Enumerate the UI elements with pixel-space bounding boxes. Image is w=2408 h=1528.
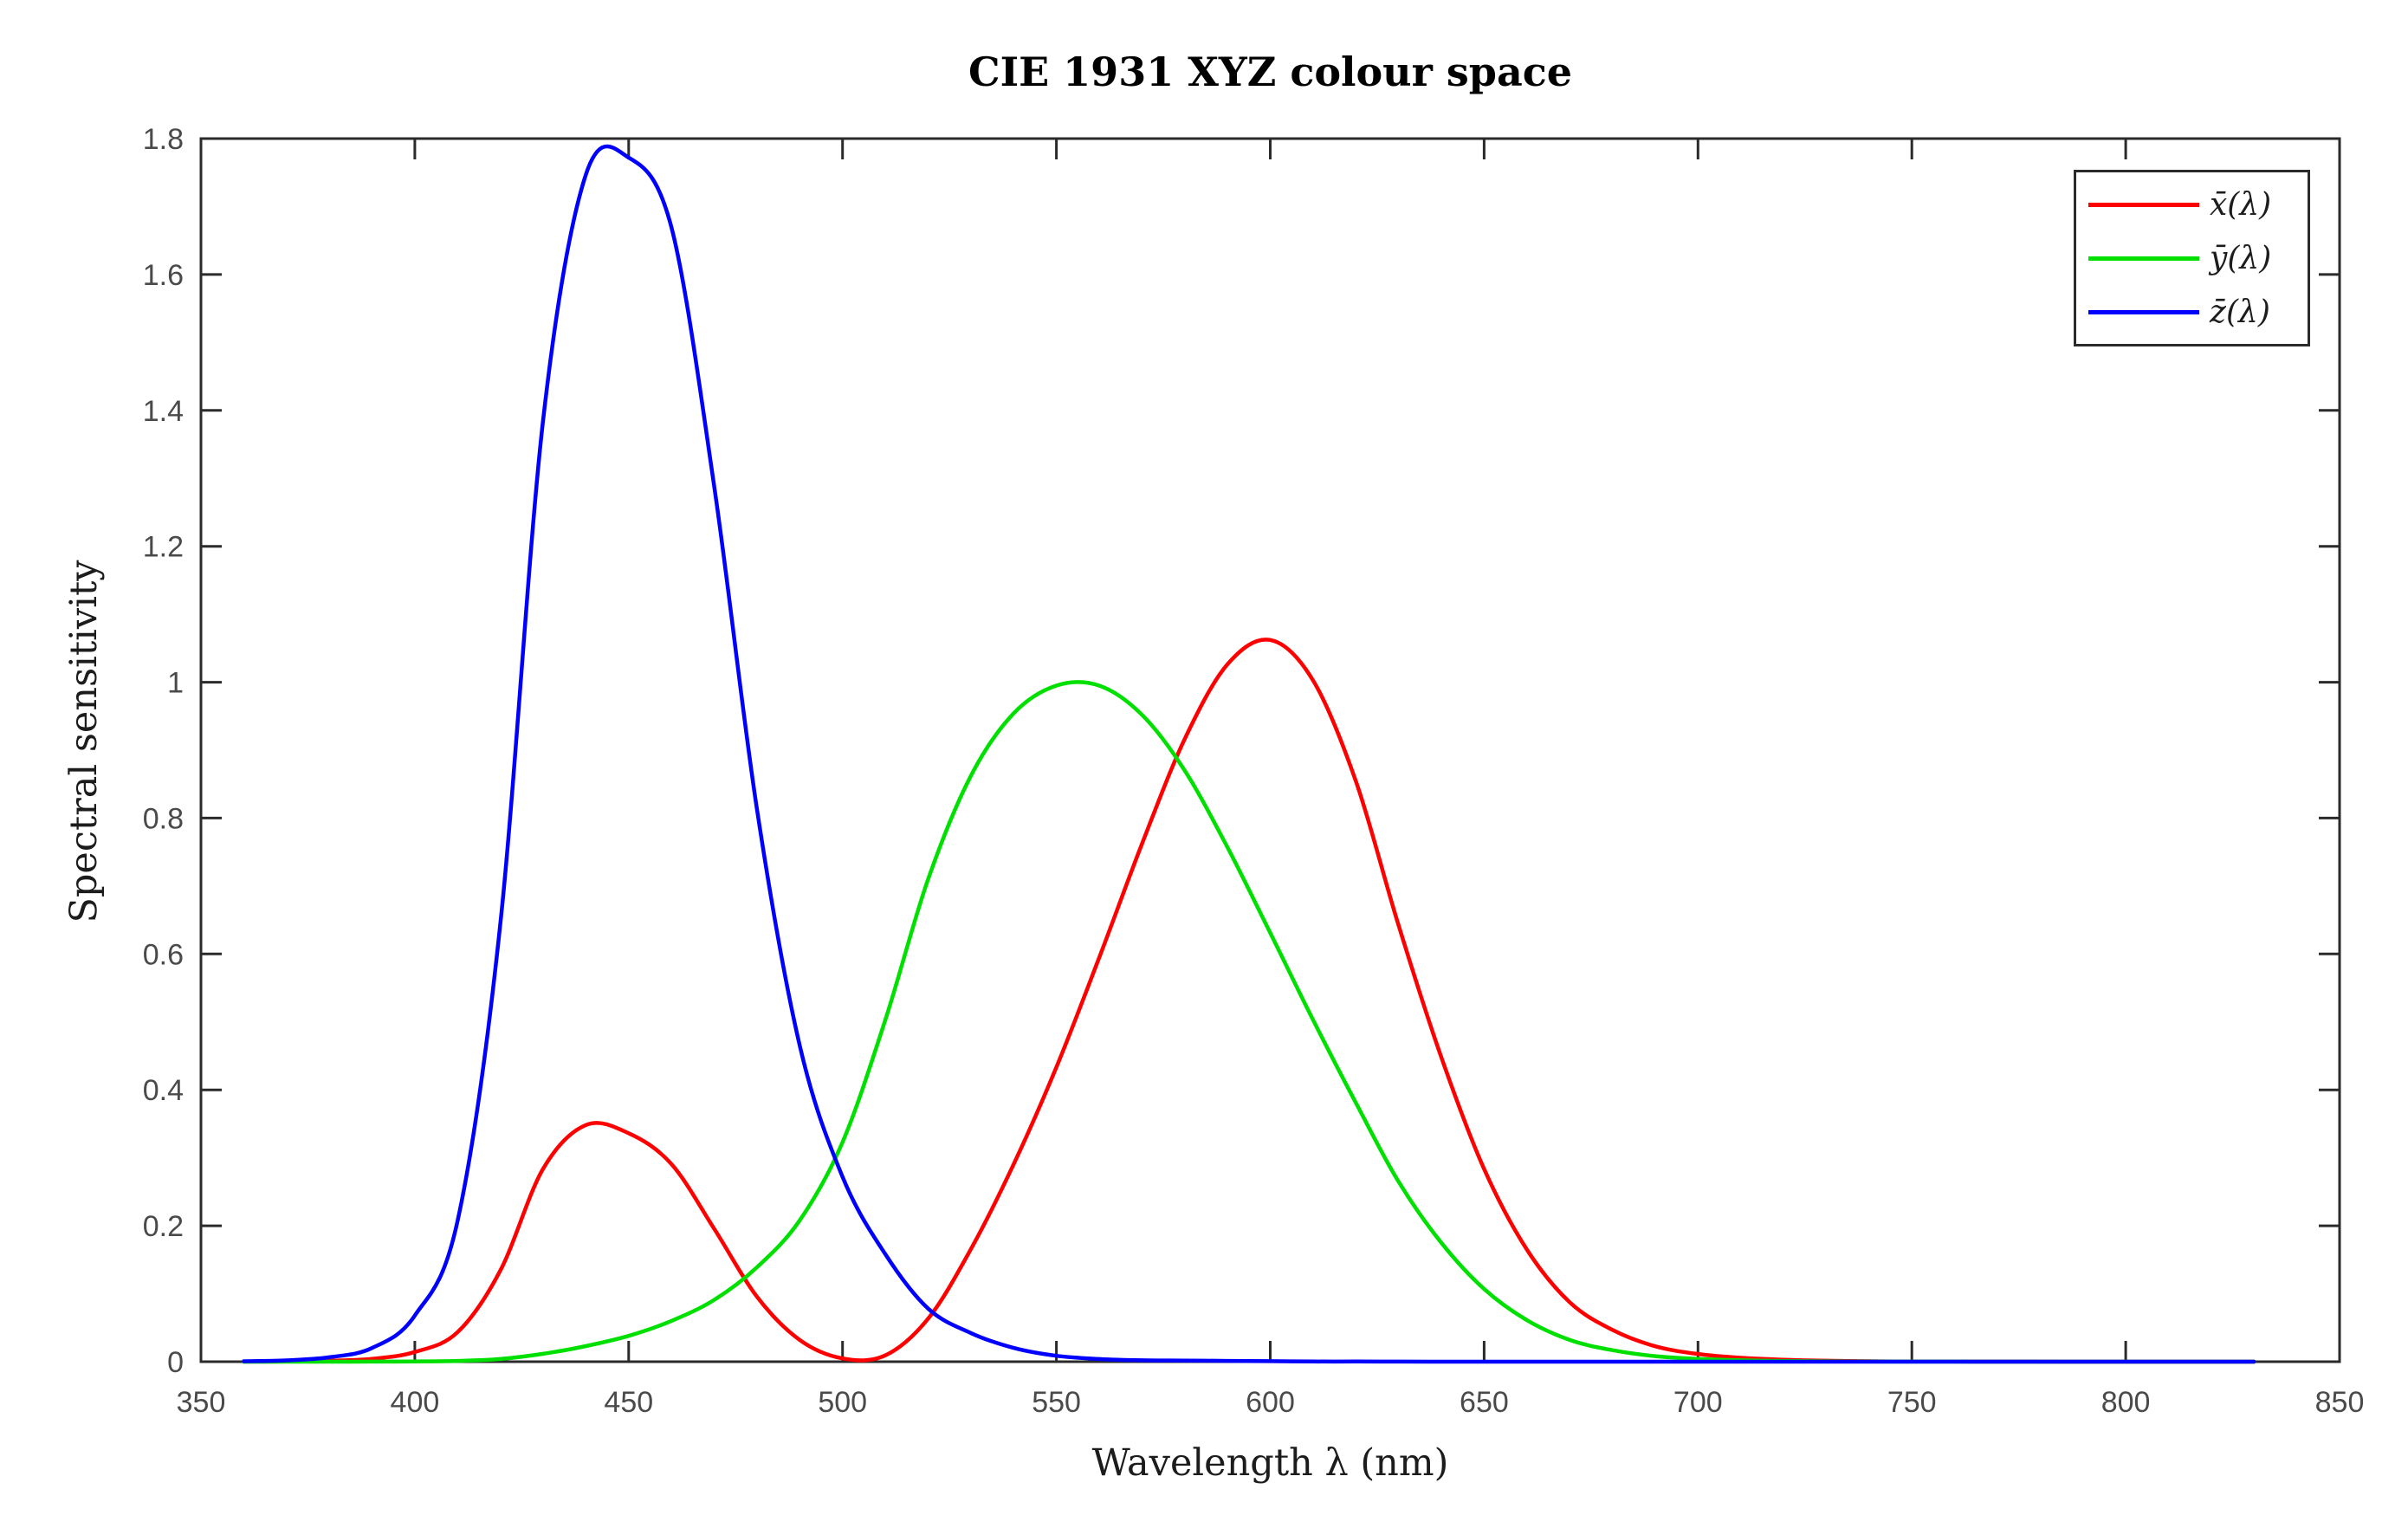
y-tick-label: 1 [167,667,184,700]
series-xbar-path [242,638,2256,1364]
y-tick-label: 1.6 [143,259,184,292]
x-tick-label: 400 [391,1386,440,1419]
series-ybar-path [242,680,2256,1364]
axes-frame [199,137,2341,1363]
legend-item-zbar: z̄(λ) [2088,295,2295,330]
chart-title: CIE 1931 XYZ colour space [968,49,1573,95]
x-tick-label: 600 [1246,1386,1295,1419]
legend-label-xbar: x̄(λ) [2210,186,2272,223]
y-tick-label: 0 [167,1346,184,1379]
legend-swatch-xbar [2088,202,2199,207]
legend-swatch-ybar [2088,256,2199,261]
y-tick-label: 0.6 [143,938,184,971]
y-tick-label: 1.4 [143,395,184,428]
y-tick-label: 0.2 [143,1210,184,1243]
y-tick-label: 0.4 [143,1074,184,1107]
x-tick-label: 450 [604,1386,653,1419]
legend-label-zbar: z̄(λ) [2210,294,2270,330]
x-tick-label: 700 [1673,1386,1723,1419]
legend-item-xbar: x̄(λ) [2088,187,2295,223]
x-axis-label: Wavelength λ (nm) [1091,1441,1449,1485]
series-zbar-path [242,144,2256,1364]
y-tick-label: 1.8 [143,123,184,156]
y-tick-label: 1.2 [143,531,184,564]
x-tick-label: 550 [1032,1386,1081,1419]
x-tick-label: 850 [2315,1386,2365,1419]
legend-swatch-zbar [2088,309,2199,314]
x-tick-label: 350 [177,1386,226,1419]
legend: x̄(λ) ȳ(λ) z̄(λ) [2074,170,2310,346]
x-tick-label: 750 [1887,1386,1937,1419]
x-tick-label: 650 [1460,1386,1509,1419]
legend-label-ybar: ȳ(λ) [2210,240,2272,276]
y-axis-label: Spectral sensitivity [62,560,106,923]
legend-item-ybar: ȳ(λ) [2088,241,2295,276]
y-tick-label: 0.8 [143,802,184,835]
x-tick-label: 500 [818,1386,867,1419]
x-tick-label: 800 [2101,1386,2151,1419]
